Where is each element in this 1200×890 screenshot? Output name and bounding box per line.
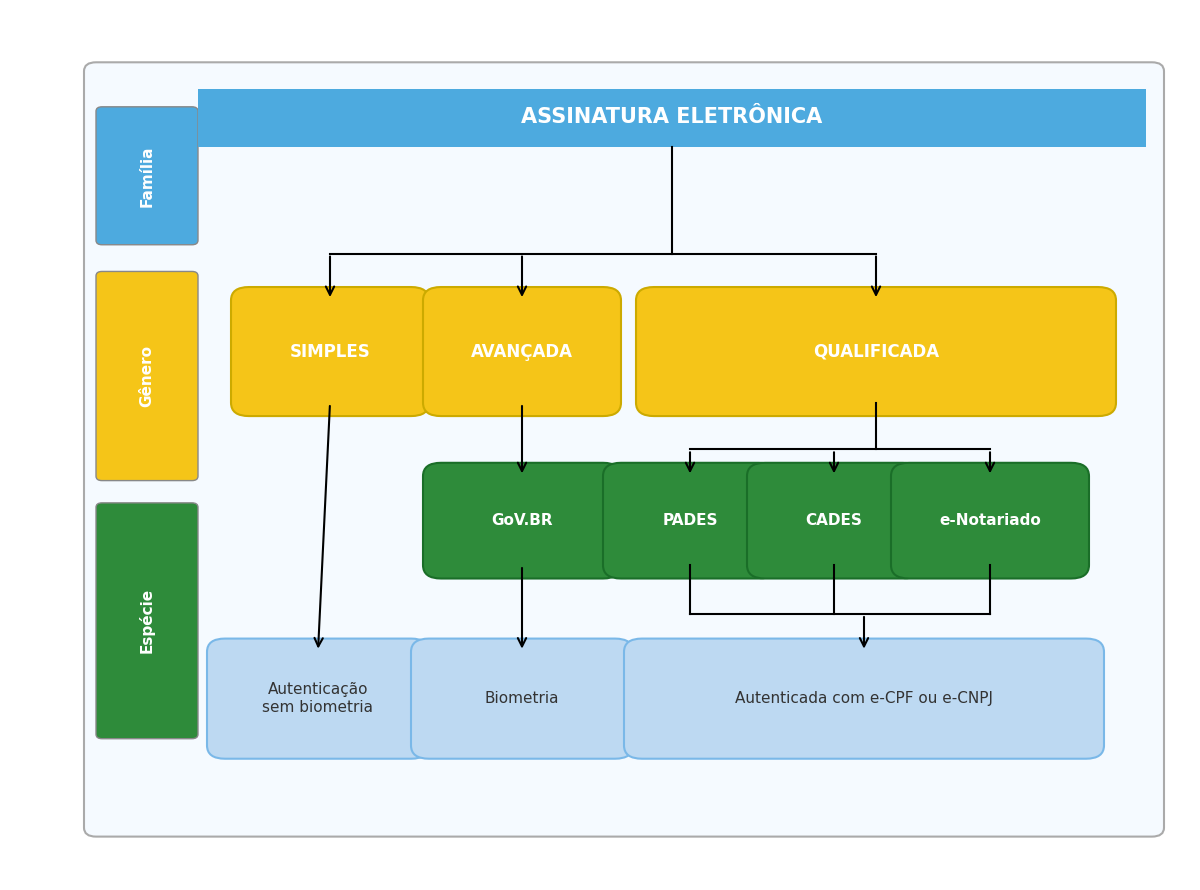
Text: Autenticada com e-CPF ou e-CNPJ: Autenticada com e-CPF ou e-CNPJ xyxy=(734,692,994,706)
Text: Família: Família xyxy=(139,145,155,206)
FancyBboxPatch shape xyxy=(96,271,198,481)
Text: Autenticação
sem biometria: Autenticação sem biometria xyxy=(263,683,373,715)
Text: AVANÇADA: AVANÇADA xyxy=(470,343,574,360)
FancyBboxPatch shape xyxy=(624,639,1104,758)
Text: QUALIFICADA: QUALIFICADA xyxy=(812,343,940,360)
Text: SIMPLES: SIMPLES xyxy=(289,343,371,360)
Text: e-Notariado: e-Notariado xyxy=(940,514,1040,528)
Text: Espécie: Espécie xyxy=(139,588,155,653)
FancyBboxPatch shape xyxy=(410,639,634,758)
FancyBboxPatch shape xyxy=(890,463,1090,578)
FancyBboxPatch shape xyxy=(424,287,622,417)
FancyBboxPatch shape xyxy=(84,62,1164,837)
FancyBboxPatch shape xyxy=(602,463,778,578)
FancyBboxPatch shape xyxy=(636,287,1116,417)
FancyBboxPatch shape xyxy=(96,503,198,739)
FancyBboxPatch shape xyxy=(424,463,622,578)
Text: ASSINATURA ELETRÔNICA: ASSINATURA ELETRÔNICA xyxy=(521,108,823,127)
Text: Biometria: Biometria xyxy=(485,692,559,706)
FancyBboxPatch shape xyxy=(206,639,430,758)
FancyBboxPatch shape xyxy=(96,107,198,245)
Text: PADES: PADES xyxy=(662,514,718,528)
FancyBboxPatch shape xyxy=(746,463,922,578)
Text: GoV.BR: GoV.BR xyxy=(491,514,553,528)
FancyBboxPatch shape xyxy=(198,89,1146,147)
Text: CADES: CADES xyxy=(805,514,863,528)
Text: Gênero: Gênero xyxy=(139,345,155,407)
FancyBboxPatch shape xyxy=(230,287,430,417)
